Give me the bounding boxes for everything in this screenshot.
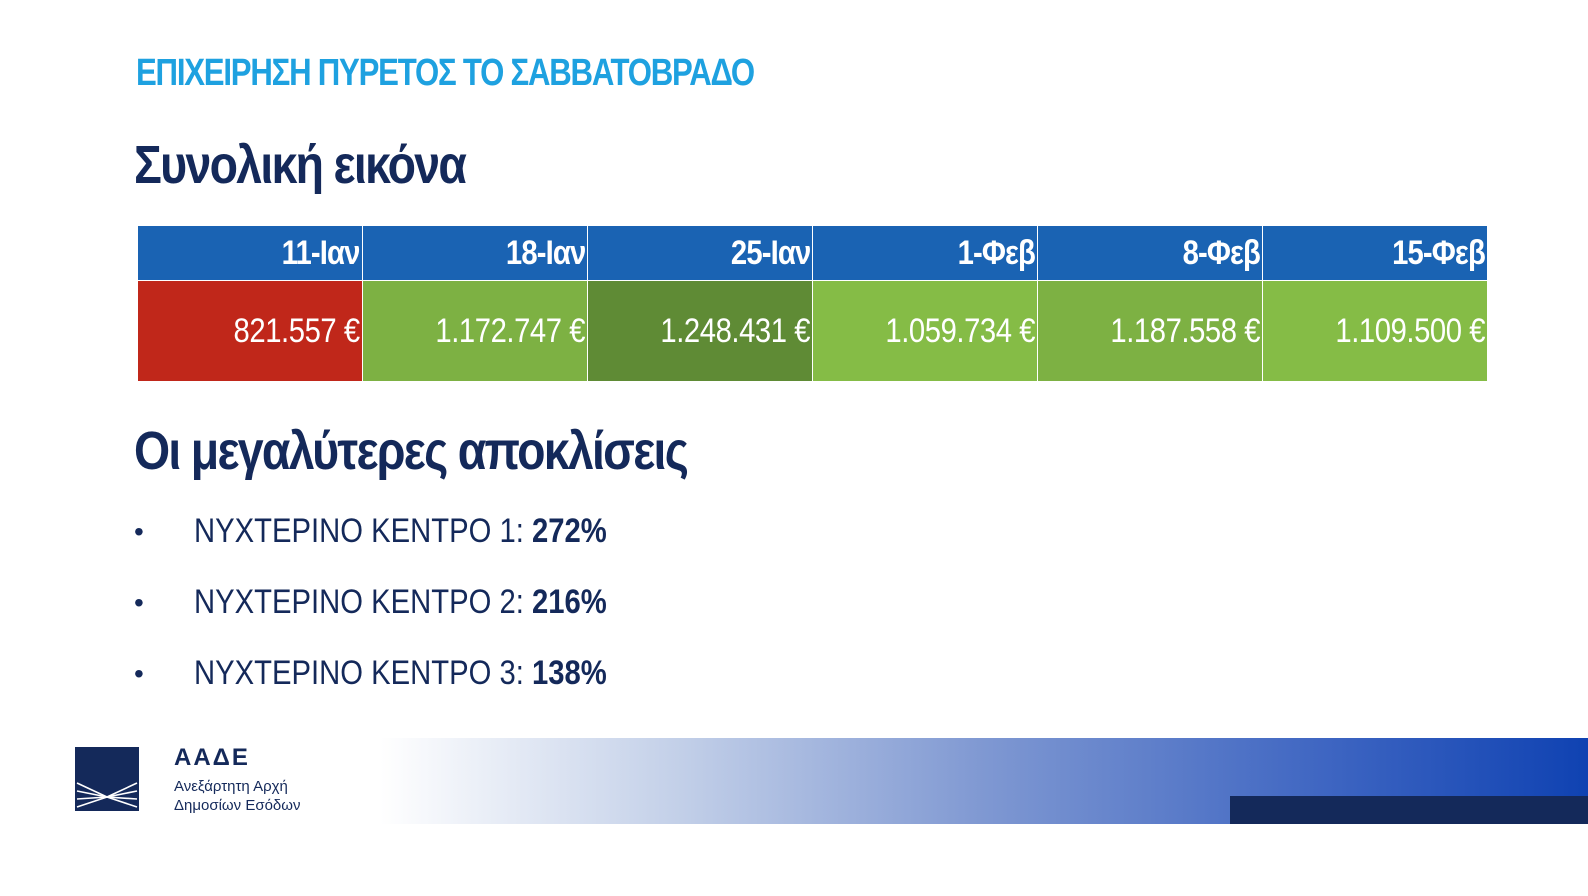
week-date: 25-Ιαν [730, 233, 811, 272]
footer-dark-bar [1230, 796, 1588, 824]
list-item-text: ΝΥΧΤΕΡΙΝΟ ΚΕΝΤΡΟ 3: 138% [194, 654, 607, 693]
week-amount: 1.109.500 € [1335, 311, 1485, 350]
slide-kicker: ΕΠΙΧΕΙΡΗΣΗ ΠΥΡΕΤΟΣ ΤΟ ΣΑΒΒΑΤΟΒΡΑΔΟ [136, 52, 755, 94]
list-item-value: 216% [531, 583, 607, 621]
list-item: • ΝΥΧΤΕΡΙΝΟ ΚΕΝΤΡΟ 1: 272% [134, 496, 674, 567]
table-value-cell: 1.059.734 € [812, 280, 1038, 382]
list-item-text: ΝΥΧΤΕΡΙΝΟ ΚΕΝΤΡΟ 2: 216% [194, 583, 607, 622]
week-amount: 1.248.431 € [660, 311, 810, 350]
table-value-cell: 821.557 € [137, 280, 363, 382]
table-header-row: 11-Ιαν 18-Ιαν 25-Ιαν 1-Φεβ 8-Φεβ 15-Φεβ [137, 225, 1488, 281]
logo-subtitle-line1: Ανεξάρτητη Αρχή [174, 778, 288, 795]
table-value-cell: 1.248.431 € [587, 280, 813, 382]
table-header-cell: 8-Φεβ [1037, 225, 1263, 281]
list-item-value: 138% [531, 654, 607, 692]
table-value-cell: 1.109.500 € [1262, 280, 1488, 382]
week-date: 1-Φεβ [957, 233, 1036, 272]
week-date: 15-Φεβ [1392, 233, 1486, 272]
list-item: • ΝΥΧΤΕΡΙΝΟ ΚΕΝΤΡΟ 2: 216% [134, 567, 674, 638]
table-header-cell: 1-Φεβ [812, 225, 1038, 281]
table-header-cell: 25-Ιαν [587, 225, 813, 281]
overview-heading: Συνολική εικόνα [134, 135, 467, 195]
weekly-revenue-table: 11-Ιαν 18-Ιαν 25-Ιαν 1-Φεβ 8-Φεβ 15-Φεβ … [137, 225, 1488, 382]
table-value-cell: 1.187.558 € [1037, 280, 1263, 382]
list-item-text: ΝΥΧΤΕΡΙΝΟ ΚΕΝΤΡΟ 1: 272% [194, 512, 607, 551]
bullet-icon: • [134, 515, 144, 547]
deviations-list: • ΝΥΧΤΕΡΙΝΟ ΚΕΝΤΡΟ 1: 272% • ΝΥΧΤΕΡΙΝΟ Κ… [134, 496, 674, 709]
week-date: 8-Φεβ [1182, 233, 1261, 272]
table-header-cell: 11-Ιαν [137, 225, 363, 281]
aade-emblem-icon [75, 747, 139, 811]
week-amount: 821.557 € [233, 311, 361, 350]
table-header-cell: 18-Ιαν [362, 225, 588, 281]
list-item-label: ΝΥΧΤΕΡΙΝΟ ΚΕΝΤΡΟ 2: [194, 583, 532, 621]
logo-name: ΑΑΔΕ [174, 744, 250, 771]
deviations-heading: Οι μεγαλύτερες αποκλίσεις [134, 421, 689, 481]
table-header-cell: 15-Φεβ [1262, 225, 1488, 281]
list-item: • ΝΥΧΤΕΡΙΝΟ ΚΕΝΤΡΟ 3: 138% [134, 638, 674, 709]
week-date: 18-Ιαν [505, 233, 586, 272]
logo-subtitle-line2: Δημοσίων Εσόδων [174, 797, 301, 814]
list-item-value: 272% [531, 512, 607, 550]
list-item-label: ΝΥΧΤΕΡΙΝΟ ΚΕΝΤΡΟ 3: [194, 654, 532, 692]
list-item-label: ΝΥΧΤΕΡΙΝΟ ΚΕΝΤΡΟ 1: [194, 512, 532, 550]
week-amount: 1.187.558 € [1110, 311, 1260, 350]
bullet-icon: • [134, 657, 144, 689]
week-date: 11-Ιαν [282, 233, 361, 272]
aade-emblem-graphic [75, 747, 139, 811]
week-amount: 1.059.734 € [885, 311, 1035, 350]
table-value-cell: 1.172.747 € [362, 280, 588, 382]
week-amount: 1.172.747 € [435, 311, 585, 350]
table-values-row: 821.557 € 1.172.747 € 1.248.431 € 1.059.… [137, 280, 1488, 382]
bullet-icon: • [134, 586, 144, 618]
